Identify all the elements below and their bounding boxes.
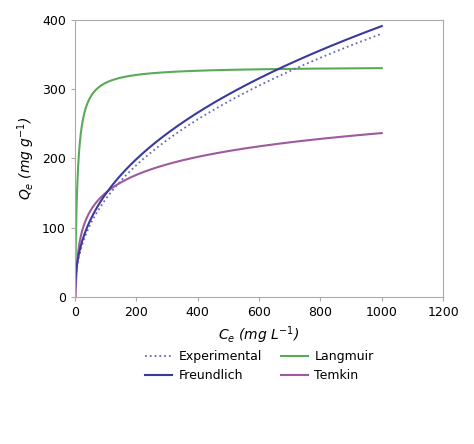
- Experimental: [379, 31, 384, 36]
- Line: Experimental: Experimental: [75, 34, 382, 287]
- Experimental: [190, 120, 196, 125]
- Y-axis label: $Q_e$ (mg g$^{-1}$): $Q_e$ (mg g$^{-1}$): [15, 117, 36, 200]
- Freundlich: [73, 283, 78, 289]
- Temkin: [126, 176, 131, 181]
- Langmuir: [107, 78, 113, 83]
- Line: Temkin: Temkin: [75, 133, 382, 297]
- Experimental: [107, 190, 113, 196]
- Langmuir: [126, 73, 131, 79]
- Line: Freundlich: Freundlich: [75, 26, 382, 286]
- Experimental: [340, 46, 346, 52]
- Langmuir: [203, 68, 209, 73]
- Freundlich: [373, 26, 379, 31]
- Temkin: [73, 294, 78, 300]
- Temkin: [379, 131, 384, 136]
- Temkin: [190, 155, 196, 161]
- Experimental: [73, 284, 78, 289]
- Line: Langmuir: Langmuir: [75, 68, 382, 283]
- Temkin: [373, 131, 379, 136]
- Experimental: [126, 170, 131, 175]
- X-axis label: $C_e$ (mg L$^{-1}$): $C_e$ (mg L$^{-1}$): [219, 325, 300, 346]
- Freundlich: [126, 164, 131, 170]
- Temkin: [107, 186, 113, 192]
- Langmuir: [340, 66, 346, 71]
- Freundlich: [340, 39, 346, 44]
- Temkin: [203, 152, 209, 158]
- Freundlich: [379, 24, 384, 29]
- Legend: Experimental, Freundlich, Langmuir, Temkin: Experimental, Freundlich, Langmuir, Temk…: [145, 350, 374, 382]
- Freundlich: [107, 185, 113, 190]
- Langmuir: [379, 65, 384, 71]
- Experimental: [373, 33, 379, 39]
- Langmuir: [190, 68, 196, 74]
- Freundlich: [190, 113, 196, 119]
- Freundlich: [203, 105, 209, 110]
- Langmuir: [373, 66, 379, 71]
- Experimental: [203, 111, 209, 117]
- Temkin: [340, 134, 346, 139]
- Langmuir: [73, 280, 78, 285]
